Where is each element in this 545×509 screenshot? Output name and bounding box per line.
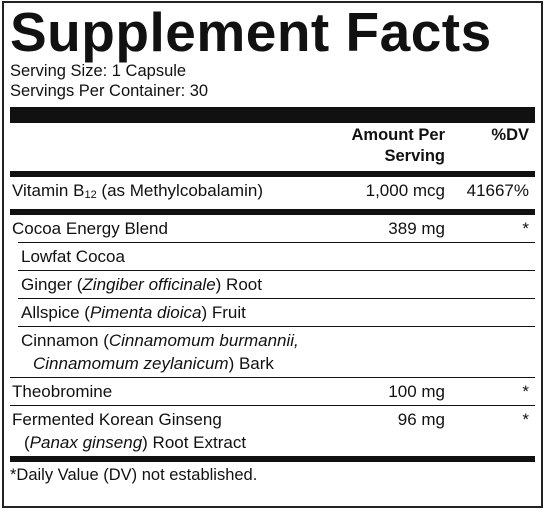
- name-line: Fermented Korean Ginseng: [12, 408, 535, 431]
- name-line: Vitamin B12 (as Methylcobalamin): [12, 179, 535, 207]
- ingredient-name: Cinnamon (Cinnamomum burmannii, Cinnamomu…: [18, 329, 535, 375]
- name-line: Cinnamon (Cinnamomum burmannii,: [21, 329, 535, 352]
- name-part: Ginger (: [21, 275, 83, 294]
- name-line: Allspice (Pimenta dioica) Fruit: [21, 301, 535, 324]
- name-part: Lowfat Cocoa: [21, 247, 125, 266]
- thin-rule: [18, 242, 535, 243]
- name-part: Zingiber officinale: [82, 275, 216, 294]
- name-part: Fermented Korean Ginseng: [12, 410, 222, 429]
- name-part: (as Methylcobalamin): [96, 181, 263, 200]
- component-row: Cinnamon (Cinnamomum burmannii, Cinnamomu…: [18, 327, 535, 377]
- name-line: Theobromine: [12, 380, 535, 403]
- panel-content: Supplement Facts Serving Size: 1 Capsule…: [10, 3, 535, 487]
- name-part: (: [24, 433, 30, 452]
- name-line: Cinnamomum zeylanicum) Bark: [21, 352, 535, 375]
- daily-value: *: [522, 382, 529, 401]
- name-line: Lowfat Cocoa: [21, 245, 535, 268]
- daily-value: *: [522, 410, 529, 429]
- name-part: Cinnamon (: [21, 331, 109, 350]
- thin-rule: [18, 270, 535, 271]
- ingredient-name: Ginger (Zingiber officinale) Root: [18, 273, 535, 296]
- name-part: ) Fruit: [201, 303, 246, 322]
- component-row: Allspice (Pimenta dioica) Fruit: [18, 299, 535, 326]
- name-line: Cocoa Energy Blend: [12, 217, 535, 240]
- name-part: Panax ginseng: [29, 433, 143, 452]
- name-part: Theobromine: [12, 382, 113, 401]
- amount: 96 mg: [397, 410, 445, 429]
- thin-rule: [18, 326, 535, 327]
- title: Supplement Facts: [10, 1, 492, 63]
- name-part: ) Root: [215, 275, 262, 294]
- ingredient-row: Fermented Korean Ginseng (Panax ginseng) …: [10, 406, 535, 456]
- ingredient-row: Cocoa Energy Blend 389 mg *: [10, 215, 535, 242]
- ingredient-name: Cocoa Energy Blend: [10, 217, 535, 240]
- ingredient-row: Vitamin B12 (as Methylcobalamin) 1,000 mc…: [10, 177, 535, 209]
- rows: Vitamin B12 (as Methylcobalamin) 1,000 mc…: [10, 177, 535, 456]
- ingredient-row: Theobromine 100 mg *: [10, 378, 535, 405]
- name-part: 12: [84, 189, 97, 201]
- name-part: Allspice (: [21, 303, 90, 322]
- amount: 389 mg: [388, 219, 445, 238]
- name-part: Cinnamomum zeylanicum: [33, 354, 229, 373]
- medium-rule: [10, 171, 535, 177]
- amount: 100 mg: [388, 382, 445, 401]
- dv-header: %DV: [491, 126, 529, 144]
- thin-rule: [10, 377, 535, 378]
- component-row: Ginger (Zingiber officinale) Root: [18, 271, 535, 298]
- thin-rule: [18, 298, 535, 299]
- name-part: Pimenta dioica: [89, 303, 202, 322]
- ingredient-name: Vitamin B12 (as Methylcobalamin): [10, 179, 535, 207]
- amount-header: Amount Per Serving: [351, 126, 445, 165]
- column-header: Amount Per Serving %DV: [10, 123, 535, 171]
- medium-rule: [10, 456, 535, 462]
- daily-value: *: [522, 219, 529, 238]
- thin-rule: [10, 405, 535, 406]
- serving-size: Serving Size: 1 Capsule: [10, 62, 187, 80]
- thick-rule: [10, 107, 535, 123]
- name-part: Cinnamomum burmannii,: [108, 331, 299, 350]
- name-part: Vitamin B: [12, 181, 85, 200]
- ingredient-name: Lowfat Cocoa: [18, 245, 535, 268]
- daily-value: 41667%: [466, 181, 529, 200]
- component-row: Lowfat Cocoa: [18, 243, 535, 270]
- name-part: Cocoa Energy Blend: [12, 219, 168, 238]
- medium-rule: [10, 209, 535, 215]
- name-line: (Panax ginseng) Root Extract: [12, 431, 535, 454]
- ingredient-name: Allspice (Pimenta dioica) Fruit: [18, 301, 535, 324]
- servings-per-container: Servings Per Container: 30: [10, 82, 209, 100]
- amount: 1,000 mcg: [365, 181, 445, 200]
- name-part: ) Bark: [228, 354, 274, 373]
- name-line: Ginger (Zingiber officinale) Root: [21, 273, 535, 296]
- ingredient-name: Theobromine: [10, 380, 535, 403]
- footnote: *Daily Value (DV) not established.: [10, 466, 258, 484]
- name-part: ) Root Extract: [142, 433, 247, 452]
- ingredient-name: Fermented Korean Ginseng (Panax ginseng) …: [10, 408, 535, 454]
